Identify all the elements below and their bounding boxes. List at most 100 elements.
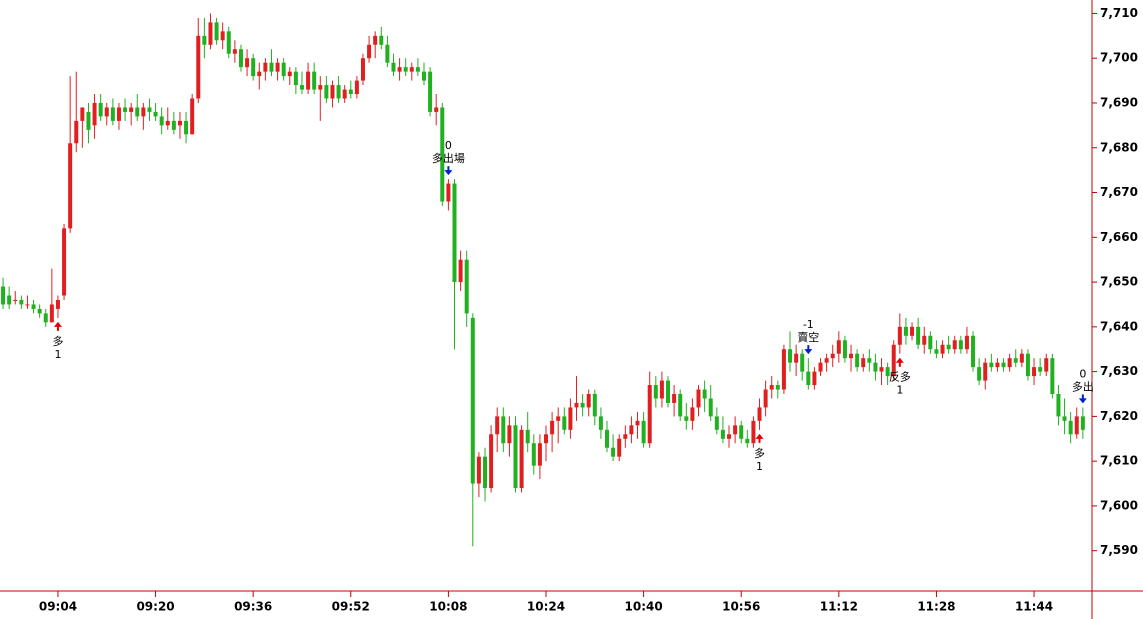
candle-body [916, 326, 921, 345]
candle-body [129, 107, 134, 112]
x-tick-label: 09:04 [39, 600, 77, 614]
candle-body [550, 420, 555, 435]
candle-body [1080, 416, 1085, 430]
candle-body [934, 349, 939, 354]
candle-body [928, 335, 933, 350]
candle-body [1068, 420, 1073, 435]
candle-body [763, 389, 768, 408]
candle-body [647, 385, 652, 444]
candle-body [598, 416, 603, 430]
signal-label: 反多 [889, 370, 911, 384]
candle-body [171, 120, 176, 130]
candle-body [25, 304, 30, 306]
candle-body [818, 362, 823, 372]
y-tick-label: 7,640 [1100, 319, 1138, 333]
candle-body [342, 89, 347, 99]
signal-arrow [895, 357, 904, 367]
candle-body [141, 107, 146, 117]
candle-body [31, 304, 36, 309]
candle-body [482, 456, 487, 489]
candle-body [1050, 358, 1055, 394]
candle-body [727, 434, 732, 439]
candle-body [19, 299, 24, 305]
candle-body [74, 120, 79, 144]
signal-arrow [755, 433, 764, 443]
candle-body [312, 71, 317, 90]
signal-label: 多 [52, 334, 63, 348]
candle-body [147, 107, 152, 112]
candle-body [544, 434, 548, 444]
candle-body [440, 107, 445, 202]
candle-body [611, 447, 616, 457]
candle-body [275, 62, 280, 72]
y-tick-label: 7,680 [1100, 140, 1138, 154]
candle-body [458, 259, 463, 283]
candle-body [470, 317, 475, 484]
candle-body [989, 362, 994, 368]
candle-body [306, 71, 311, 90]
y-tick-label: 7,630 [1100, 364, 1138, 378]
candle-body [495, 416, 500, 435]
candle-body [184, 120, 189, 135]
x-tick-label: 10:24 [527, 600, 565, 614]
candle-body [397, 67, 402, 72]
candle-body [153, 111, 158, 117]
candle-body [513, 425, 518, 489]
candle-body [885, 367, 890, 377]
y-tick-label: 7,670 [1100, 185, 1138, 199]
candle-body [257, 71, 262, 77]
candle-body [714, 416, 719, 430]
signal-label: 多出場 [432, 151, 465, 165]
candle-body [489, 434, 494, 489]
candle-body [781, 349, 786, 390]
candle-body [1007, 358, 1012, 368]
candle-body [421, 71, 426, 81]
candle-body [971, 335, 976, 368]
candle-body [409, 67, 414, 72]
candle-body [464, 259, 469, 314]
y-tick-label: 7,710 [1100, 6, 1138, 20]
signal-label: 多 [754, 446, 765, 460]
candle-body [1062, 416, 1067, 421]
candle-body [269, 62, 274, 72]
y-tick-label: 7,610 [1100, 454, 1138, 468]
candle-body [1044, 358, 1049, 372]
candle-body [98, 102, 103, 117]
candle-body [800, 353, 805, 372]
candle-body [592, 394, 597, 417]
candle-body [769, 385, 774, 390]
candle-body [922, 335, 927, 345]
candle-body [659, 380, 664, 399]
signal-qty: -1 [803, 318, 814, 331]
candle-body [80, 107, 85, 121]
candle-body [104, 107, 109, 117]
candle-body [190, 98, 195, 135]
y-tick-label: 7,660 [1100, 230, 1138, 244]
candle-body [348, 89, 353, 95]
candle-body [379, 35, 384, 45]
candle-body [775, 385, 780, 390]
candle-body [635, 420, 640, 426]
candle-body [867, 358, 872, 363]
candle-body [123, 107, 128, 112]
signal-qty: 0 [445, 139, 452, 152]
candle-body [446, 183, 451, 202]
candle-body [977, 367, 982, 381]
x-tick-label: 09:36 [234, 600, 272, 614]
candle-body [452, 183, 457, 283]
signal-label: 賣空 [797, 330, 819, 344]
candle-body [586, 394, 591, 408]
candle-body [745, 438, 750, 444]
y-tick-label: 7,590 [1100, 543, 1138, 557]
candle-body [940, 344, 945, 354]
candle-body [177, 120, 182, 126]
candle-body [385, 44, 390, 63]
signal-qty: 1 [54, 348, 61, 361]
candle-body [910, 326, 915, 336]
candle-body [641, 420, 646, 444]
candle-body [1032, 367, 1037, 377]
candle-body [720, 429, 725, 439]
candle-body [952, 340, 957, 350]
signal-arrow [444, 166, 453, 176]
candle-body [617, 438, 622, 457]
